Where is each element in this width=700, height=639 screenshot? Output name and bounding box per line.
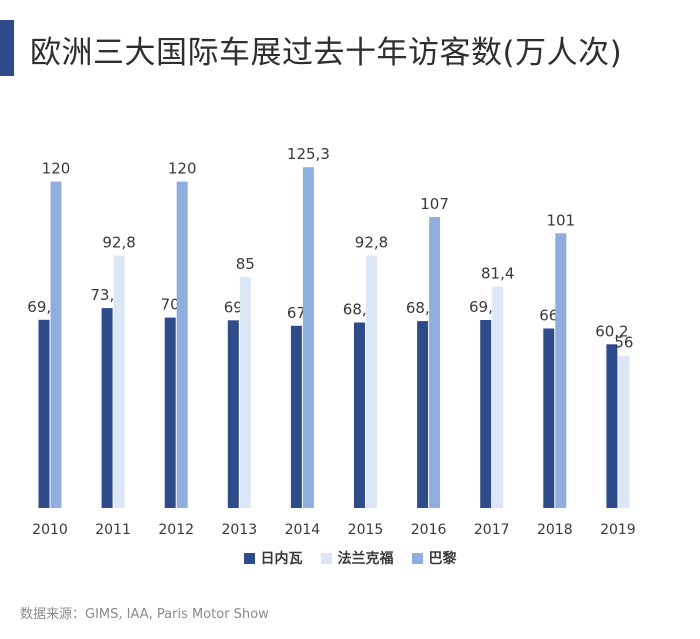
data-label-2019-0: 60,2 <box>595 322 628 340</box>
data-label-2016-2: 107 <box>420 195 449 213</box>
data-label-2014-2: 125,3 <box>287 145 330 163</box>
legend-swatch-paris <box>411 552 423 564</box>
data-label-2010-2: 120 <box>42 160 71 178</box>
bar-2016-2 <box>429 217 441 508</box>
data-label-2012-2: 120 <box>168 160 197 178</box>
chart-plot: 69,2120201073,592,8201170120201269852013… <box>27 145 636 538</box>
data-label-2018-0: 66 <box>539 307 558 325</box>
data-label-2018-2: 101 <box>546 211 575 229</box>
legend-label-paris: 巴黎 <box>428 551 457 567</box>
bar-2013-0 <box>227 320 239 508</box>
data-label-2013-0: 69 <box>224 298 243 316</box>
bar-2019-0 <box>606 344 618 508</box>
data-label-2019-1: 56 <box>614 334 633 352</box>
title-accent-bar <box>0 20 14 76</box>
bar-2010-2 <box>50 181 62 508</box>
data-label-2012-0: 70 <box>161 296 180 314</box>
bar-2011-0 <box>101 308 113 508</box>
x-tick-2013: 2013 <box>221 522 257 538</box>
x-tick-2011: 2011 <box>95 522 131 538</box>
legend-item-geneva: 日内瓦 <box>243 548 303 568</box>
bar-2018-2 <box>555 233 567 509</box>
chart-legend: 日内瓦 法兰克福 巴黎 <box>0 548 700 568</box>
bar-2016-0 <box>417 321 429 508</box>
bar-2019-1 <box>618 355 630 508</box>
bar-2018-0 <box>543 328 555 508</box>
x-tick-2016: 2016 <box>411 522 447 538</box>
bar-2011-1 <box>113 255 125 508</box>
legend-label-geneva: 日内瓦 <box>260 551 303 567</box>
bar-2013-1 <box>239 276 251 508</box>
legend-swatch-geneva <box>243 552 255 564</box>
legend-swatch-frankfurt <box>320 552 332 564</box>
x-tick-2010: 2010 <box>32 522 68 538</box>
legend-label-frankfurt: 法兰克福 <box>337 551 394 567</box>
bar-2017-1 <box>492 286 504 508</box>
source-note: 数据来源：GIMS, IAA, Paris Motor Show <box>20 607 269 622</box>
bar-2014-0 <box>290 325 302 508</box>
legend-item-paris: 巴黎 <box>411 548 457 568</box>
x-tick-2018: 2018 <box>537 522 573 538</box>
x-tick-2012: 2012 <box>158 522 194 538</box>
bar-2012-2 <box>176 181 188 508</box>
bar-2015-0 <box>354 322 365 508</box>
data-label-2017-1: 81,4 <box>481 265 514 283</box>
bar-2012-0 <box>164 317 176 508</box>
bar-2010-0 <box>38 319 50 508</box>
data-label-2015-1: 92,8 <box>355 234 388 252</box>
x-tick-2014: 2014 <box>285 522 321 538</box>
bar-2014-2 <box>302 167 314 508</box>
chart-title: 欧洲三大国际车展过去十年访客数(万人次) <box>30 35 623 71</box>
x-tick-2019: 2019 <box>600 522 636 538</box>
bar-2015-1 <box>366 255 377 508</box>
x-tick-2015: 2015 <box>348 522 384 538</box>
data-label-2013-1: 85 <box>236 255 255 273</box>
legend-item-frankfurt: 法兰克福 <box>320 548 394 568</box>
x-tick-2017: 2017 <box>474 522 510 538</box>
data-label-2011-1: 92,8 <box>102 234 135 252</box>
bar-2017-0 <box>480 320 492 508</box>
data-label-2014-0: 67 <box>287 304 306 322</box>
